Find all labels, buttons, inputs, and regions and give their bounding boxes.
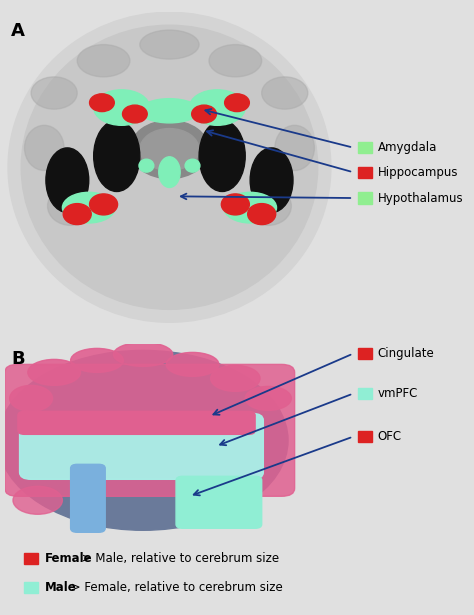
FancyBboxPatch shape	[24, 553, 38, 564]
FancyBboxPatch shape	[358, 192, 372, 204]
Text: Amygdala: Amygdala	[378, 141, 437, 154]
Text: Hippocampus: Hippocampus	[378, 165, 458, 179]
Ellipse shape	[210, 365, 260, 391]
Text: B: B	[11, 351, 25, 368]
Ellipse shape	[122, 105, 147, 123]
FancyBboxPatch shape	[24, 582, 38, 593]
Ellipse shape	[166, 352, 219, 376]
FancyBboxPatch shape	[18, 411, 255, 434]
Ellipse shape	[275, 125, 314, 170]
Ellipse shape	[130, 121, 209, 178]
Ellipse shape	[13, 486, 63, 514]
Ellipse shape	[225, 94, 249, 111]
Ellipse shape	[71, 348, 123, 372]
Text: Cingulate: Cingulate	[378, 347, 435, 360]
Ellipse shape	[77, 45, 130, 77]
Ellipse shape	[31, 77, 77, 109]
Ellipse shape	[9, 386, 53, 411]
Ellipse shape	[189, 90, 245, 125]
Ellipse shape	[185, 159, 200, 172]
Ellipse shape	[140, 98, 199, 123]
Text: vmPFC: vmPFC	[378, 387, 418, 400]
Ellipse shape	[0, 351, 288, 530]
Ellipse shape	[209, 45, 262, 77]
Ellipse shape	[8, 12, 331, 322]
Ellipse shape	[94, 121, 140, 191]
Text: > Female, relative to cerebrum size: > Female, relative to cerebrum size	[67, 581, 283, 595]
Text: > Male, relative to cerebrum size: > Male, relative to cerebrum size	[78, 552, 279, 565]
FancyBboxPatch shape	[71, 464, 105, 532]
Text: Male: Male	[45, 581, 77, 595]
Text: A: A	[11, 22, 25, 40]
Ellipse shape	[140, 129, 199, 170]
Ellipse shape	[63, 192, 115, 223]
Ellipse shape	[140, 30, 199, 59]
Ellipse shape	[90, 194, 118, 215]
Ellipse shape	[139, 159, 154, 172]
Ellipse shape	[245, 187, 292, 226]
Ellipse shape	[63, 204, 91, 224]
Ellipse shape	[199, 121, 245, 191]
Ellipse shape	[245, 386, 292, 410]
FancyBboxPatch shape	[358, 348, 372, 359]
Ellipse shape	[159, 157, 180, 188]
Ellipse shape	[21, 25, 318, 309]
Ellipse shape	[25, 125, 64, 170]
Ellipse shape	[113, 343, 173, 367]
Ellipse shape	[94, 90, 150, 125]
Ellipse shape	[47, 187, 94, 226]
FancyBboxPatch shape	[5, 364, 295, 496]
Ellipse shape	[191, 105, 217, 123]
Ellipse shape	[224, 192, 276, 223]
Text: Female: Female	[45, 552, 92, 565]
Ellipse shape	[248, 204, 276, 224]
Ellipse shape	[221, 194, 249, 215]
FancyBboxPatch shape	[19, 413, 264, 479]
Text: Hypothalamus: Hypothalamus	[378, 191, 464, 205]
FancyBboxPatch shape	[358, 167, 372, 178]
Ellipse shape	[28, 359, 81, 386]
FancyBboxPatch shape	[176, 476, 262, 528]
FancyBboxPatch shape	[358, 388, 372, 399]
FancyBboxPatch shape	[358, 142, 372, 153]
Ellipse shape	[262, 77, 308, 109]
Ellipse shape	[250, 148, 293, 213]
Ellipse shape	[90, 94, 114, 111]
Text: OFC: OFC	[378, 430, 402, 443]
Ellipse shape	[46, 148, 89, 213]
FancyBboxPatch shape	[358, 431, 372, 442]
